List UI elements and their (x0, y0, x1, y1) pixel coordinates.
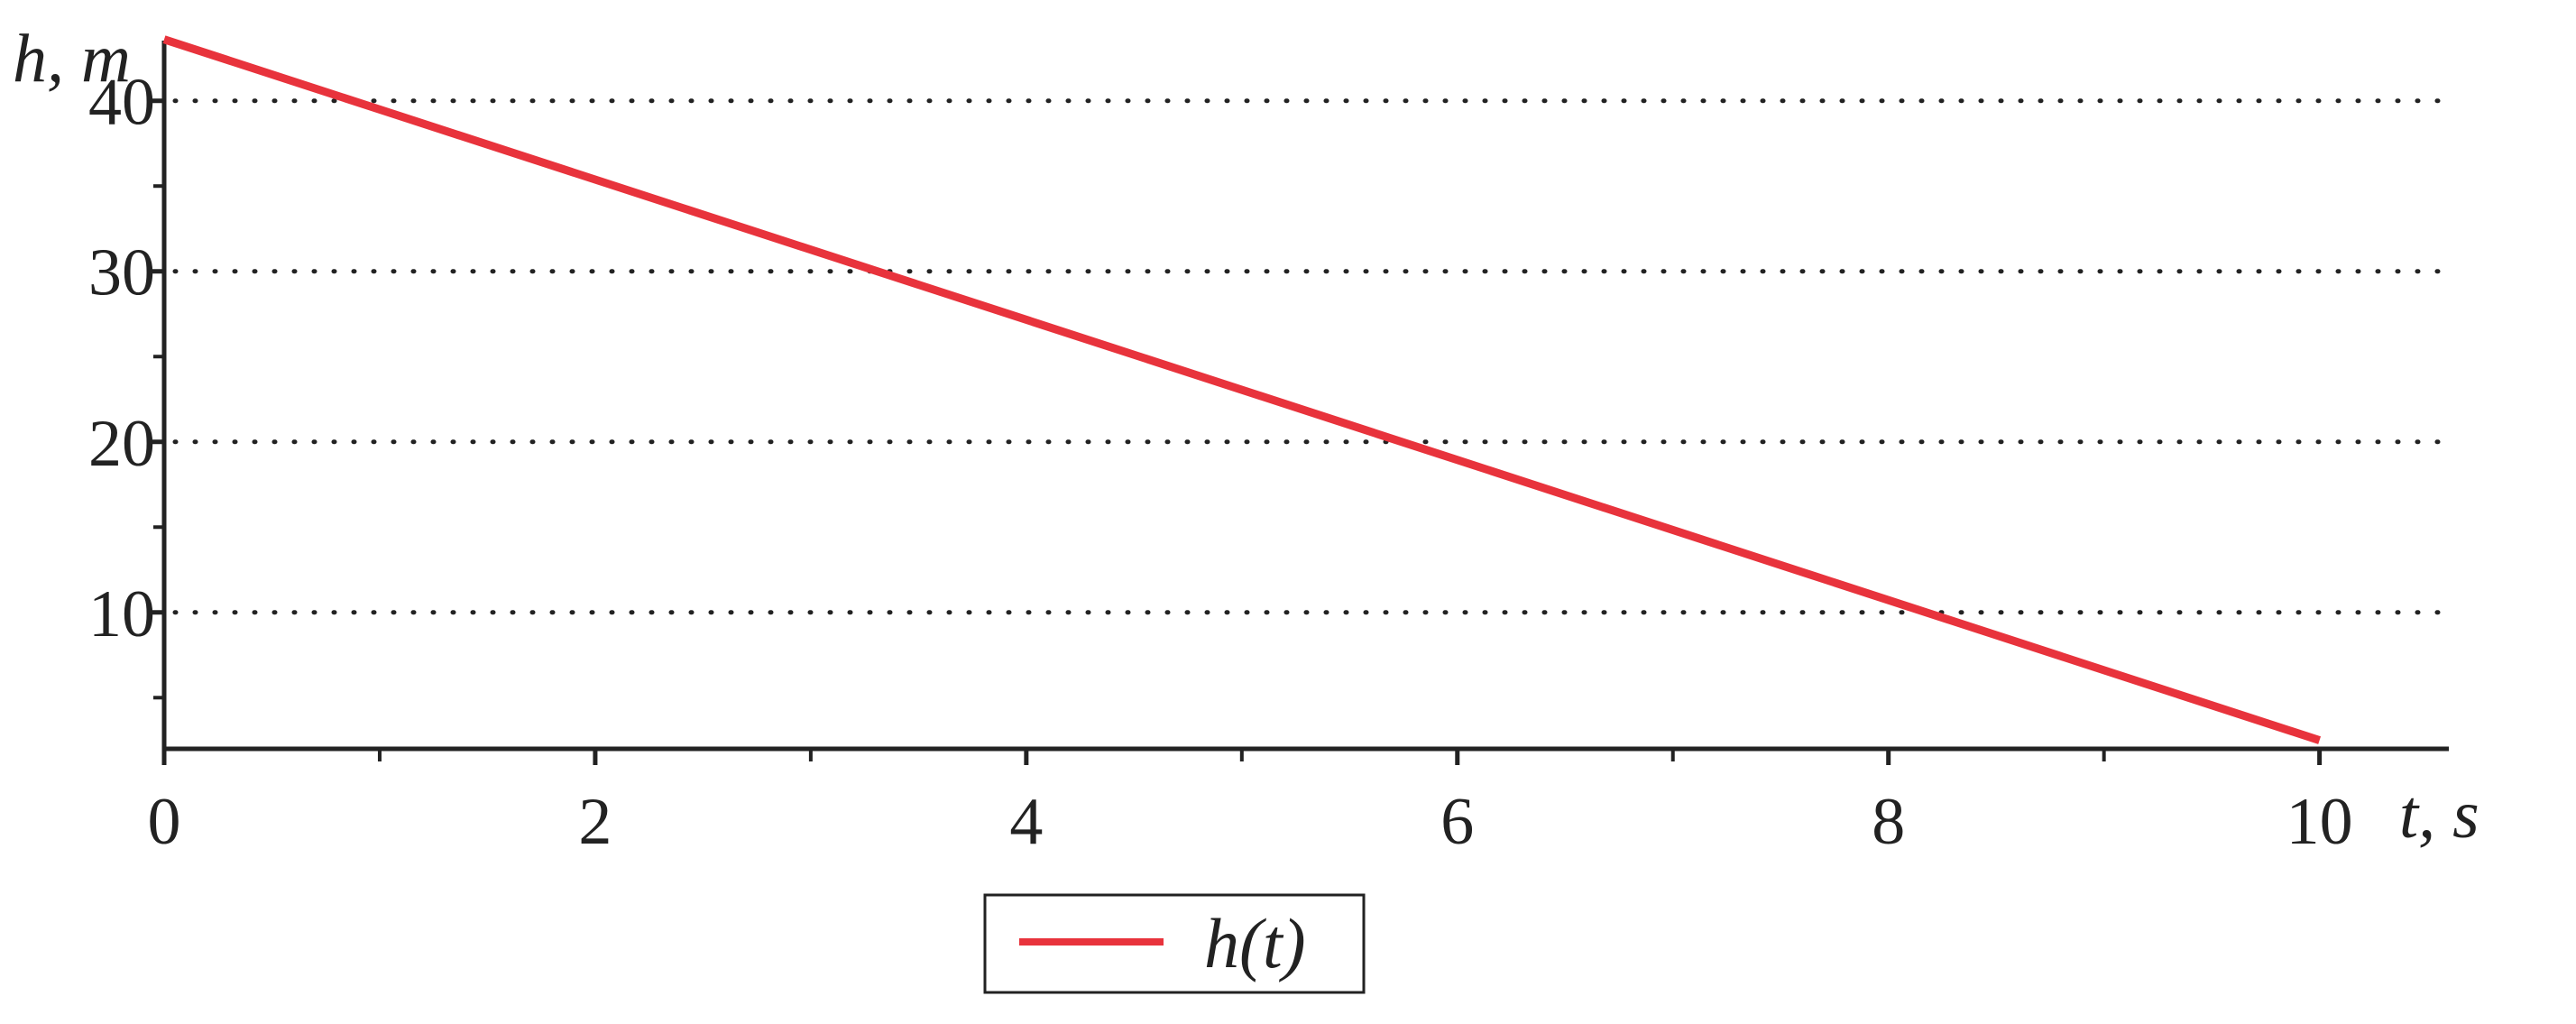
tick-labels: 0 2 4 6 8 10 10 20 30 40 (88, 66, 2353, 859)
x-axis-label: t, s (2399, 777, 2479, 853)
y-axis-label: h, m (13, 21, 131, 97)
series-line-h (162, 35, 2322, 744)
x-tick-label-8: 8 (1872, 785, 1905, 859)
axes (161, 41, 2449, 752)
series-group (162, 35, 2322, 744)
y-tick-label-40: 40 (88, 66, 155, 140)
ticks (148, 98, 2323, 765)
x-tick-label-2: 2 (578, 785, 612, 859)
gridlines (172, 98, 2452, 615)
y-tick-label-30: 30 (88, 236, 155, 310)
x-tick-label-10: 10 (2286, 785, 2353, 859)
x-tick-label-0: 0 (148, 785, 181, 859)
x-tick-label-6: 6 (1440, 785, 1474, 859)
legend-label-h: h(t) (1204, 904, 1306, 982)
x-tick-label-4: 4 (1009, 785, 1043, 859)
y-tick-label-10: 10 (88, 577, 155, 651)
y-tick-label-20: 20 (88, 407, 155, 481)
legend: h(t) (983, 893, 1366, 994)
